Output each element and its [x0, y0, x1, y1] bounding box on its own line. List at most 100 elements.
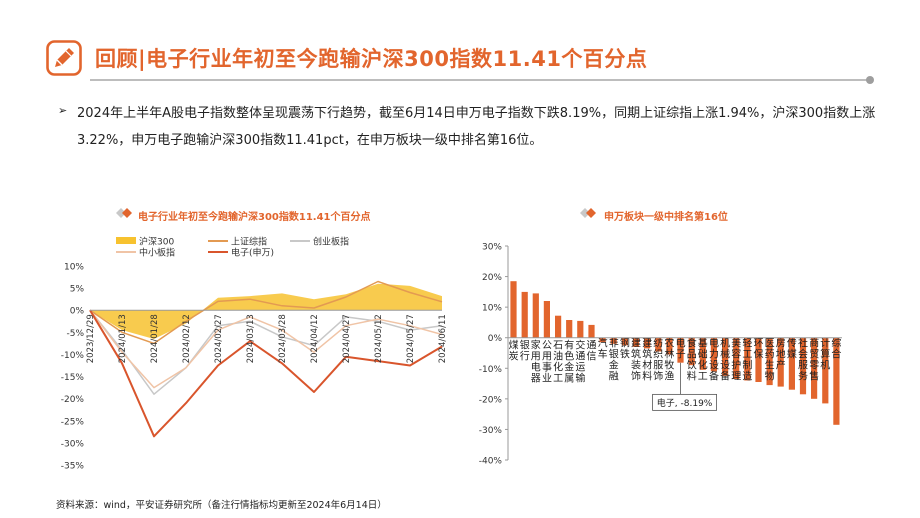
y-tick-label-3: -5% [66, 329, 84, 339]
category-label-3: 公用事业 [542, 341, 552, 385]
x-tick-label-10: 2024/05/27 [406, 314, 416, 363]
bar-chart-title: 申万板块一级中排名第16位 [604, 212, 728, 223]
x-tick-label-9: 2024/05/12 [374, 314, 384, 363]
category-label-16: 食品饮料 [687, 337, 697, 383]
annotation-label: 电子, -8.19% [657, 397, 713, 409]
category-label-27: 商贸零售 [809, 337, 819, 383]
bar-22 [755, 337, 762, 382]
y-tick-label-6: -30% [479, 426, 503, 436]
legend-label-3: 中小板指 [139, 247, 175, 259]
title-divider [90, 79, 868, 81]
bar-0 [510, 281, 517, 338]
category-label-14: 农林牧渔 [664, 337, 674, 383]
y-tick-label-5: -15% [61, 373, 85, 383]
bar-23 [766, 337, 773, 386]
bar-26 [799, 337, 807, 395]
y-tick-label-4: -10% [479, 365, 503, 375]
category-label-4: 石油化工 [553, 341, 563, 385]
bar-24 [777, 337, 784, 387]
series-line-3 [89, 309, 443, 389]
category-label-22: 环保 [754, 339, 764, 361]
legend-label-4: 电子(申万) [231, 247, 274, 259]
legend-label-0: 沪深300 [139, 236, 174, 248]
bar-6 [577, 320, 584, 338]
category-label-26: 社会服务 [798, 337, 808, 383]
y-tick-label-0: 30% [482, 243, 502, 253]
page-title: 回顾|电子行业年初至今跑输沪深300指数11.41个百分点 [95, 47, 648, 71]
bar-8 [599, 337, 606, 343]
bar-14 [666, 337, 673, 355]
legend-label-2: 创业板指 [313, 236, 349, 248]
x-tick-label-3: 2024/02/12 [182, 314, 192, 363]
x-tick-label-6: 2024/03/28 [278, 314, 288, 363]
bar-29 [833, 337, 840, 425]
series-line-2 [89, 309, 443, 395]
category-label-25: 传媒 [787, 338, 797, 361]
pencil-icon [46, 40, 82, 76]
bar-1 [521, 291, 528, 338]
x-tick-label-8: 2024/04/27 [342, 314, 352, 363]
category-label-7: 通信 [587, 340, 597, 363]
y-tick-label-2: 10% [482, 304, 502, 314]
diamond-bullets-icon [580, 208, 596, 218]
x-tick-label-0: 2023/12/29 [86, 314, 96, 363]
x-tick-label-11: 2024/06/11 [438, 314, 448, 363]
x-tick-label-7: 2024/04/12 [310, 314, 320, 363]
bar-15 [677, 337, 684, 363]
bar-10 [621, 337, 628, 346]
diamond-bullets-icon [116, 208, 132, 218]
bar-9 [610, 337, 617, 344]
legend-label-1: 上证综指 [231, 236, 267, 248]
bar-25 [788, 337, 795, 390]
bar-27 [811, 337, 818, 399]
category-label-8: 汽车 [598, 337, 608, 361]
category-label-1: 银行 [520, 339, 530, 363]
category-label-29: 综合 [831, 337, 841, 361]
y-tick-label-1: 20% [482, 273, 502, 283]
x-tick-label-5: 2024/03/13 [246, 314, 256, 363]
y-tick-label-7: -40% [479, 457, 503, 467]
category-label-6: 交通运输 [575, 339, 585, 385]
summary-paragraph: 2024年上半年A股电子指数整体呈现震荡下行趋势，截至6月14日申万电子指数下跌… [77, 106, 876, 148]
series-line-4 [89, 309, 443, 438]
y-tick-label-7: -25% [61, 417, 85, 427]
category-label-19: 机械设备 [720, 337, 730, 383]
bar-4 [555, 315, 562, 338]
bar-16 [688, 337, 695, 366]
category-label-15: 电子 [676, 337, 686, 361]
y-tick-label-4: -10% [61, 351, 85, 361]
category-label-18: 电力设备 [709, 337, 719, 383]
bar-2 [532, 293, 539, 338]
category-label-11: 建筑装饰 [631, 337, 641, 383]
sector-ranking-bar-chart: 30% 20% 10% 0% -10% -20% -30% -40% 煤炭银行家用电器公用事业石… [479, 243, 842, 467]
y-tick-label-2: 0% [70, 307, 85, 317]
category-label-17: 基础化工 [698, 337, 708, 383]
category-label-20: 美容护理 [731, 337, 741, 383]
y-tick-label-3: 0% [488, 334, 503, 344]
y-tick-label-0: 10% [64, 263, 84, 273]
bullet-arrow-icon: ➢ [58, 104, 68, 117]
x-tick-label-1: 2024/01/13 [118, 314, 128, 363]
y-tick-label-6: -20% [61, 395, 85, 405]
title-divider-dot [866, 76, 874, 84]
bar-12 [644, 337, 651, 349]
bar-19 [722, 337, 729, 376]
bar-5 [566, 320, 573, 338]
annotation-box [652, 393, 717, 411]
source-footnote: 资料来源：wind，平安证券研究所（备注行情指标均更新至2024年6月14日） [56, 500, 387, 511]
legend-swatch-0 [116, 237, 136, 244]
category-label-5: 有色金属 [564, 339, 574, 385]
bar-7 [588, 324, 595, 338]
category-label-0: 煤炭 [509, 339, 519, 363]
bar-11 [632, 337, 640, 347]
bar-17 [699, 337, 706, 370]
bar-21 [744, 337, 751, 381]
bar-13 [655, 337, 662, 352]
y-tick-label-9: -35% [61, 462, 85, 472]
category-label-21: 轻工制造 [742, 337, 752, 383]
category-label-9: 非银金融 [609, 338, 619, 383]
bar-18 [710, 337, 717, 372]
category-label-2: 家用电器 [531, 339, 541, 385]
x-tick-label-2: 2024/01/28 [150, 314, 160, 363]
